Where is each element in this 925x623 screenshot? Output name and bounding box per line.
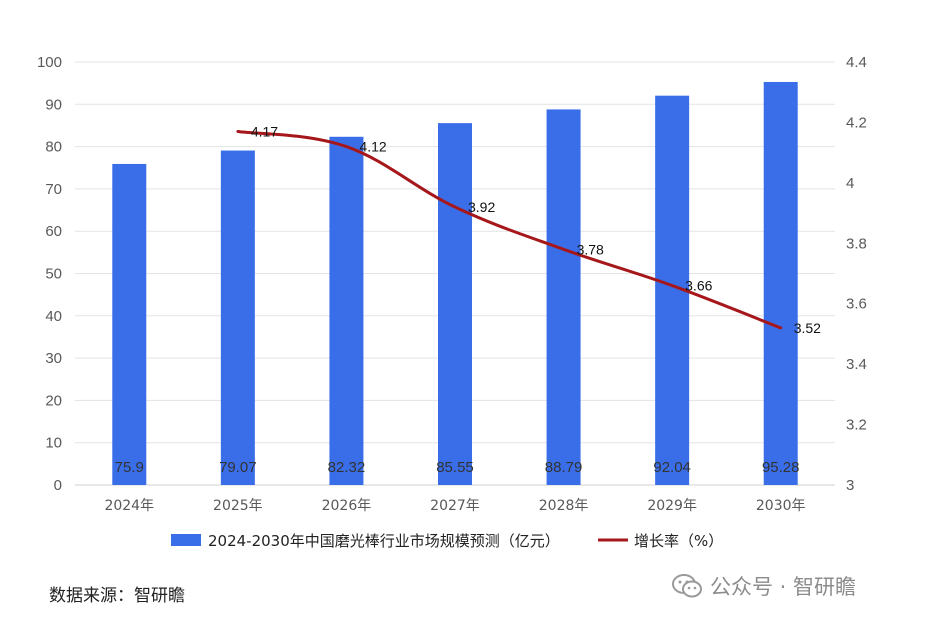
bar-data-label: 88.79 bbox=[545, 459, 583, 476]
x-axis-ticks: 2024年 2025年 2026年 2027年 2028年 2029年 2030年 bbox=[104, 498, 805, 514]
bar bbox=[329, 136, 364, 485]
left-tick-label: 0 bbox=[54, 477, 62, 494]
x-tick-label: 2030年 bbox=[756, 498, 806, 514]
bar-series bbox=[112, 81, 798, 485]
line-series bbox=[236, 129, 783, 330]
line-data-label: 4.17 bbox=[251, 123, 278, 139]
left-tick-label: 80 bbox=[45, 139, 62, 156]
left-tick-label: 10 bbox=[45, 435, 62, 452]
bar-data-label: 75.9 bbox=[115, 459, 144, 476]
wechat-icon bbox=[672, 574, 702, 598]
watermark-text: 公众号 · 智研瞻 bbox=[710, 575, 857, 599]
line-data-labels: 4.17 4.12 3.92 3.78 3.66 3.52 bbox=[251, 123, 821, 335]
right-tick-label: 3.4 bbox=[846, 356, 867, 373]
line-data-label: 3.52 bbox=[794, 320, 821, 336]
line-data-label: 3.78 bbox=[577, 241, 604, 257]
data-source-note: 数据来源：智研瞻 bbox=[49, 586, 185, 606]
bar bbox=[763, 81, 798, 485]
right-tick-label: 3.2 bbox=[846, 417, 867, 434]
bar-data-label: 82.32 bbox=[328, 459, 366, 476]
legend-bar-label: 2024-2030年中国磨光棒行业市场规模预测（亿元） bbox=[208, 532, 560, 550]
right-tick-label: 3.8 bbox=[846, 235, 867, 252]
bar-data-labels: 75.9 79.07 82.32 85.55 88.79 92.04 95.28 bbox=[115, 459, 800, 476]
bar-data-label: 79.07 bbox=[219, 459, 257, 476]
legend-bar-swatch bbox=[171, 534, 201, 546]
bar bbox=[220, 150, 255, 485]
right-tick-label: 3 bbox=[846, 477, 854, 494]
x-tick-label: 2028年 bbox=[539, 498, 589, 514]
right-axis-ticks: 3 3.2 3.4 3.6 3.8 4 4.2 4.4 bbox=[846, 54, 867, 494]
left-tick-label: 60 bbox=[45, 223, 62, 240]
x-tick-label: 2026年 bbox=[322, 498, 372, 514]
x-tick-label: 2027年 bbox=[430, 498, 480, 514]
bar-data-label: 95.28 bbox=[762, 459, 800, 476]
bar-data-label: 85.55 bbox=[436, 459, 474, 476]
bar bbox=[546, 109, 581, 485]
line-data-label: 4.12 bbox=[359, 139, 386, 155]
left-tick-label: 20 bbox=[45, 392, 62, 409]
left-tick-label: 100 bbox=[37, 54, 62, 71]
x-tick-label: 2024年 bbox=[104, 498, 154, 514]
legend: 2024-2030年中国磨光棒行业市场规模预测（亿元） 增长率（%） bbox=[171, 532, 723, 550]
right-tick-label: 4.2 bbox=[846, 114, 867, 131]
left-tick-label: 40 bbox=[45, 308, 62, 325]
left-axis-ticks: 0 10 20 30 40 50 60 70 80 90 100 bbox=[37, 54, 62, 494]
right-tick-label: 4.4 bbox=[846, 54, 867, 71]
right-tick-label: 3.6 bbox=[846, 296, 867, 313]
combo-chart: 0 10 20 30 40 50 60 70 80 90 100 3 3.2 3.4 3.6 3.8 4 4.2… bbox=[37, 54, 867, 550]
right-tick-label: 4 bbox=[846, 175, 854, 192]
watermark: 公众号 · 智研瞻 bbox=[672, 571, 856, 601]
left-tick-label: 50 bbox=[45, 266, 62, 283]
bar bbox=[438, 123, 472, 485]
left-tick-label: 90 bbox=[45, 96, 62, 113]
left-tick-label: 30 bbox=[45, 350, 62, 367]
line-data-label: 3.66 bbox=[685, 278, 712, 294]
left-tick-label: 70 bbox=[45, 181, 62, 198]
x-tick-label: 2025年 bbox=[213, 498, 263, 514]
growth-rate-line bbox=[236, 129, 783, 330]
legend-line-label: 增长率（%） bbox=[634, 532, 723, 550]
line-data-label: 3.92 bbox=[468, 199, 495, 215]
bar bbox=[112, 163, 147, 485]
bar-data-label: 92.04 bbox=[653, 459, 691, 476]
x-tick-label: 2029年 bbox=[647, 498, 697, 514]
